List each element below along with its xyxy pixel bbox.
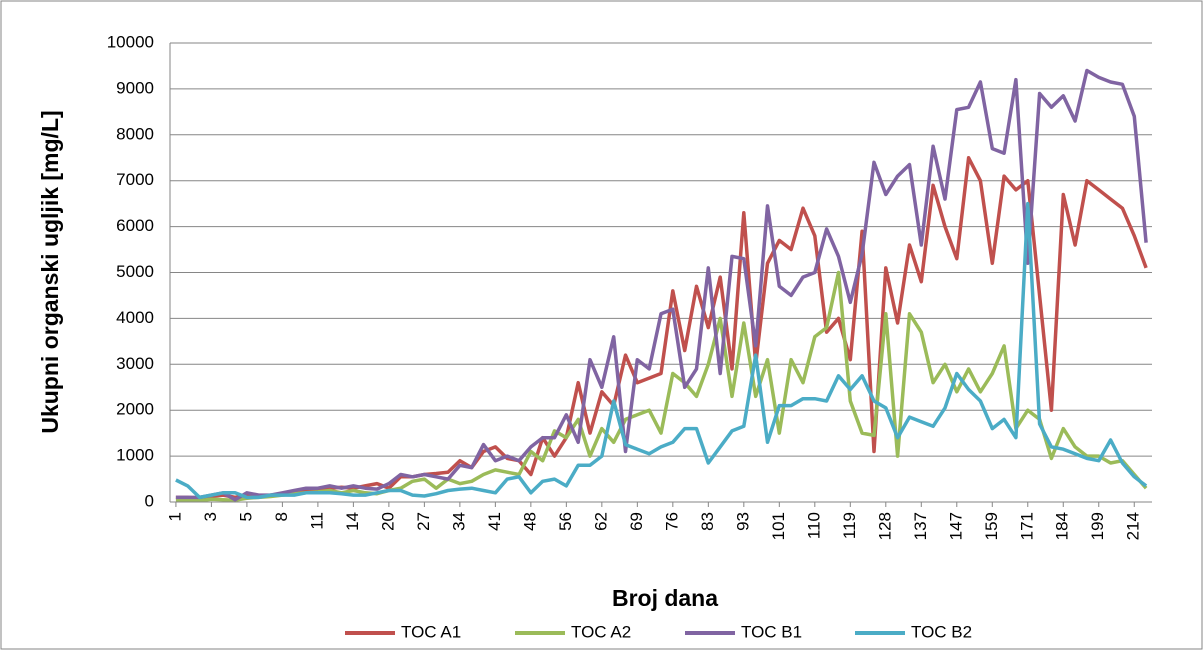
- x-tick-label: 69: [627, 512, 646, 531]
- x-tick-label: 56: [556, 512, 575, 531]
- y-tick-label: 8000: [116, 124, 154, 143]
- y-tick-label: 9000: [116, 78, 154, 97]
- x-tick-label: 184: [1053, 512, 1072, 540]
- y-tick-label: 3000: [116, 354, 154, 373]
- y-tick-label: 5000: [116, 262, 154, 281]
- legend-label: TOC B1: [741, 622, 802, 641]
- y-tick-label: 1000: [116, 446, 154, 465]
- y-tick-label: 0: [145, 491, 154, 510]
- series-line: [175, 201, 1148, 500]
- x-tick-label: 8: [272, 512, 291, 521]
- x-tick-label: 41: [485, 512, 504, 531]
- legend-label: TOC A2: [571, 622, 631, 641]
- y-tick-label: 6000: [116, 216, 154, 235]
- x-tick-label: 147: [946, 512, 965, 540]
- y-tick-label: 7000: [116, 170, 154, 189]
- x-tick-label: 3: [201, 512, 220, 521]
- x-tick-label: 20: [378, 512, 397, 531]
- x-tick-label: 5: [236, 512, 255, 521]
- x-tick-label: 119: [840, 512, 859, 539]
- x-tick-label: 48: [520, 512, 539, 531]
- x-tick-label: 11: [307, 512, 326, 530]
- y-tick-label: 10000: [107, 32, 154, 51]
- legend-label: TOC B2: [911, 622, 972, 641]
- x-tick-label: 110: [804, 512, 823, 539]
- y-axis-title: Ukupni organski ugljik [mg/L]: [37, 110, 63, 433]
- x-tick-label: 159: [982, 512, 1001, 540]
- x-tick-label: 62: [591, 512, 610, 531]
- x-tick-label: 171: [1017, 512, 1036, 540]
- x-tick-label: 137: [911, 512, 930, 540]
- x-tick-label: 27: [414, 512, 433, 531]
- x-tick-label: 1: [165, 512, 184, 521]
- x-tick-label: 128: [875, 512, 894, 540]
- x-tick-label: 101: [769, 512, 788, 540]
- x-tick-label: 34: [449, 512, 468, 531]
- y-tick-label: 2000: [116, 400, 154, 419]
- series-line: [175, 68, 1148, 502]
- y-tick-label: 4000: [116, 308, 154, 327]
- x-axis-title: Broj dana: [612, 585, 718, 611]
- x-tick-label: 14: [343, 512, 362, 531]
- x-tick-label: 214: [1124, 512, 1143, 540]
- x-tick-label: 93: [733, 512, 752, 531]
- x-tick-label: 199: [1088, 512, 1107, 540]
- x-tick-label: 83: [698, 512, 717, 531]
- x-tick-label: 76: [662, 512, 681, 531]
- legend-label: TOC A1: [401, 622, 461, 641]
